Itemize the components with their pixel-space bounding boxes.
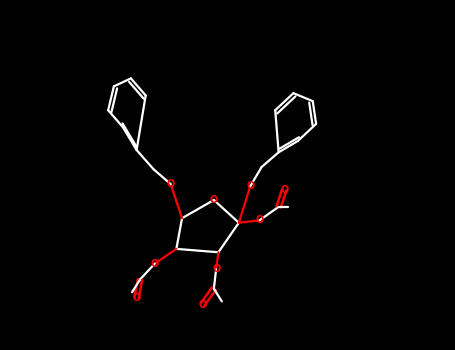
Text: O: O [132,293,141,303]
Text: O: O [255,216,263,225]
Text: O: O [167,179,175,189]
Text: O: O [246,181,254,191]
Text: O: O [151,259,159,269]
Text: O: O [212,264,220,274]
Text: O: O [210,195,218,205]
Text: O: O [280,185,288,195]
Text: O: O [198,300,207,309]
